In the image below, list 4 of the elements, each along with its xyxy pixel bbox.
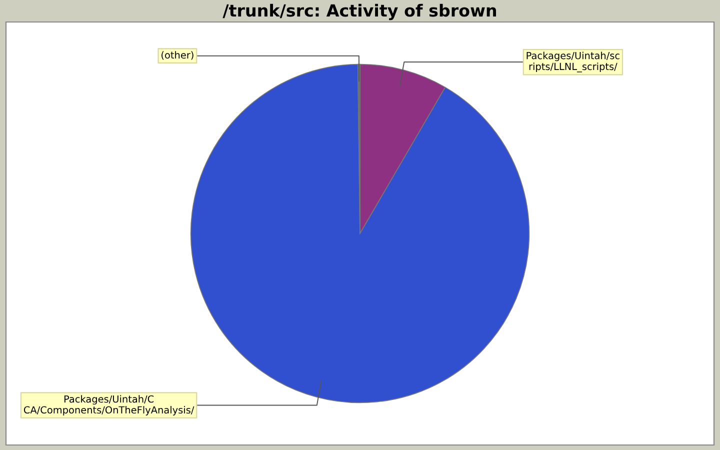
slice-label: (other) [162,51,194,60]
slice-label: Packages/Uintah/sc ripts/LLNL_scripts/ [526,52,620,72]
chart-title: /trunk/src: Activity of sbrown [222,4,496,20]
slice-label: Packages/Uintah/C CA/Components/OnTheFlyAnalysis/ [24,395,194,416]
